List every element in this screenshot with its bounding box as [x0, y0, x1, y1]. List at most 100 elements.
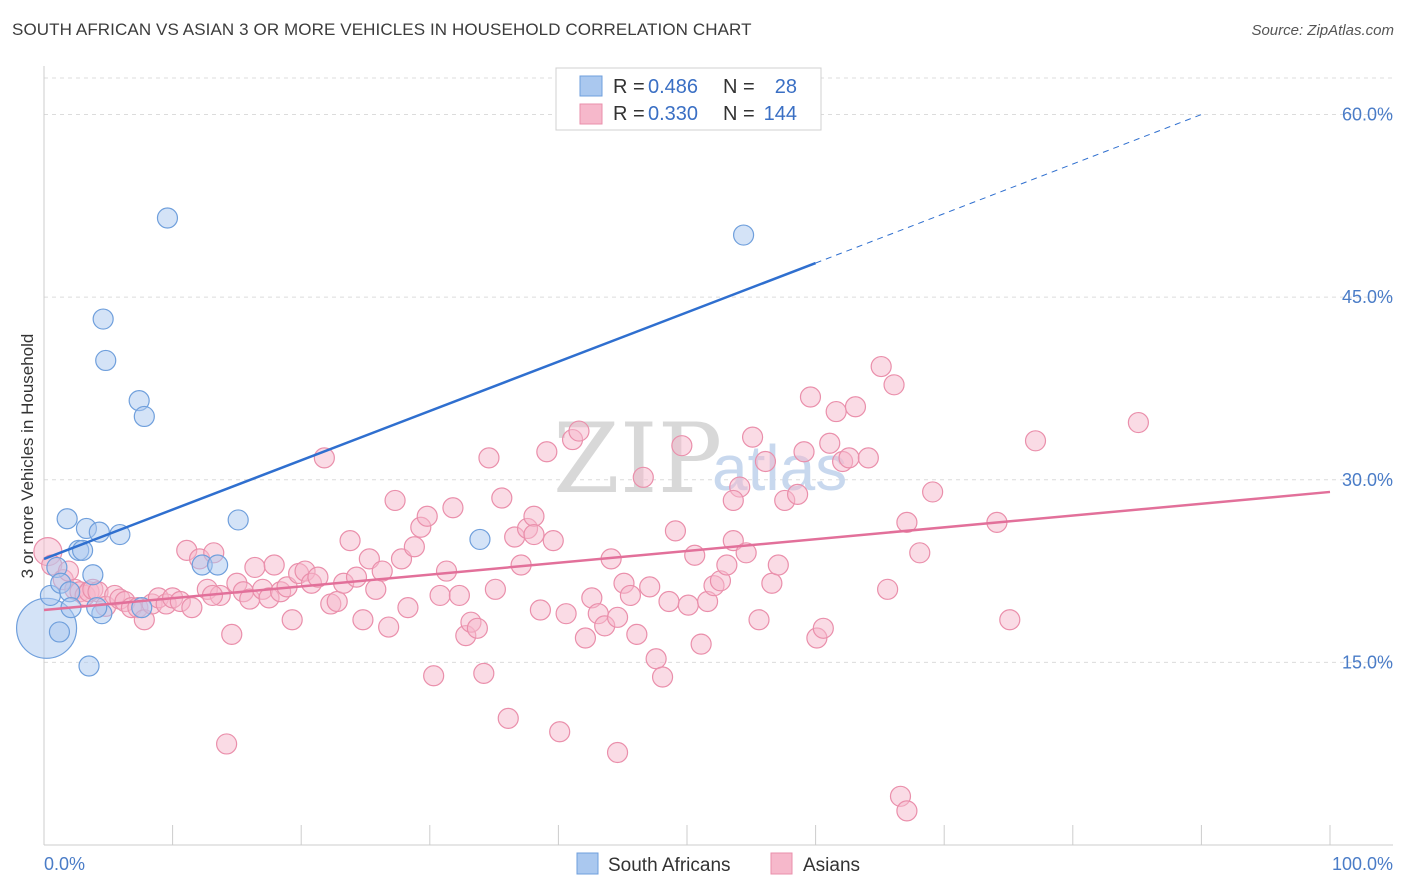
legend-r-value-south-africans: 0.486 [648, 76, 698, 98]
asian-point [606, 606, 629, 628]
y-tick-label-15: 15.0% [1342, 652, 1393, 672]
asian-point [536, 441, 558, 463]
series-legend-label-south-africans: South Africans [608, 855, 731, 876]
south-african-point [732, 224, 755, 246]
asian-point [896, 800, 918, 822]
asian-point [690, 633, 712, 655]
asian-point [568, 420, 590, 442]
asian-point [844, 396, 867, 418]
south-african-point [133, 405, 155, 428]
asian-point [244, 556, 266, 579]
series-legend: South Africans Asians [576, 852, 860, 876]
asian-point [181, 596, 203, 619]
x-tick-label-min: 0.0% [44, 854, 85, 874]
legend-r-label-asians: R = [613, 103, 645, 125]
asian-point [574, 627, 597, 649]
asian-point [922, 481, 944, 503]
asian-point [555, 603, 577, 625]
x-ticks [43, 825, 1331, 845]
asian-point [429, 584, 451, 607]
asian-point [793, 441, 815, 463]
asian-point [716, 554, 738, 576]
asian-point [1024, 430, 1047, 452]
asian-point [384, 489, 406, 512]
asian-point [741, 426, 764, 448]
asian-point [639, 576, 661, 598]
series-legend-label-asians: Asians [803, 855, 860, 876]
asian-point [352, 609, 374, 631]
x-tick-label-max: 100.0% [1332, 854, 1393, 874]
asian-point [345, 566, 368, 588]
asian-point [626, 623, 648, 645]
y-tick-label-60: 60.0% [1342, 105, 1393, 125]
asian-point [549, 721, 571, 743]
asian-point [786, 483, 809, 505]
asian-point [799, 386, 822, 408]
asian-point [497, 707, 519, 729]
asian-point [523, 523, 545, 546]
asian-point [307, 566, 329, 588]
south-african-point [78, 655, 100, 677]
asian-point [466, 617, 488, 639]
south-african-points [15, 207, 755, 677]
asian-point [838, 447, 860, 469]
asian-point [619, 584, 642, 607]
asian-point [263, 554, 285, 576]
y-tick-label-30: 30.0% [1342, 470, 1393, 490]
asian-point [645, 648, 667, 670]
asian-point [442, 497, 464, 519]
axes [43, 66, 1393, 846]
series-legend-swatch-south-africans [576, 852, 599, 875]
stats-legend: R = 0.486 N = 28 R = 0.330 N = 144 [555, 67, 822, 131]
asian-point [523, 505, 545, 527]
asian-point [435, 560, 458, 582]
south-african-point [469, 528, 491, 551]
asian-point [491, 487, 513, 509]
south-african-point [156, 207, 179, 229]
asian-point [542, 530, 564, 552]
asian-point [403, 536, 425, 558]
asian-point [896, 511, 918, 533]
asian-point [371, 560, 393, 582]
asian-point [484, 578, 506, 600]
asian-point [529, 599, 551, 621]
asian-point [390, 548, 413, 570]
legend-n-value-asians: 144 [764, 103, 797, 125]
south-african-point [92, 308, 114, 330]
series-legend-swatch-asians [770, 852, 793, 875]
south-african-point [86, 596, 108, 619]
asian-point [671, 435, 693, 457]
asian-point [378, 616, 400, 638]
watermark-zip: ZIP [553, 403, 722, 515]
asian-point [722, 489, 744, 512]
south-african-point [56, 508, 78, 530]
y-tick-labels: 15.0% 30.0% 45.0% 60.0% [1342, 105, 1393, 673]
asian-point [767, 554, 789, 576]
south-african-point [227, 509, 249, 531]
south-african-trend-extension [815, 114, 1202, 264]
legend-n-value-south-africans: 28 [775, 76, 797, 98]
asian-point [825, 400, 847, 423]
legend-r-label-south-africans: R = [613, 76, 645, 98]
asian-point [877, 578, 899, 600]
asian-point [339, 530, 361, 552]
trend-lines [43, 114, 1331, 612]
south-african-point [48, 621, 71, 643]
y-tick-label-45: 45.0% [1342, 287, 1393, 307]
asian-point [812, 617, 834, 639]
legend-swatch-south-africans [579, 75, 603, 97]
asian-point [735, 542, 757, 564]
asian-point [870, 355, 892, 378]
asian-point [684, 544, 706, 566]
asian-point [677, 594, 699, 616]
asian-point [216, 733, 238, 755]
south-african-trend-line [43, 261, 817, 561]
legend-n-label-asians: N = [723, 103, 755, 125]
asian-point [358, 548, 380, 570]
asian-point [651, 666, 674, 688]
asian-trend-line [43, 490, 1331, 612]
asian-point [473, 662, 495, 684]
south-african-point [207, 554, 229, 576]
asian-point [658, 590, 680, 613]
